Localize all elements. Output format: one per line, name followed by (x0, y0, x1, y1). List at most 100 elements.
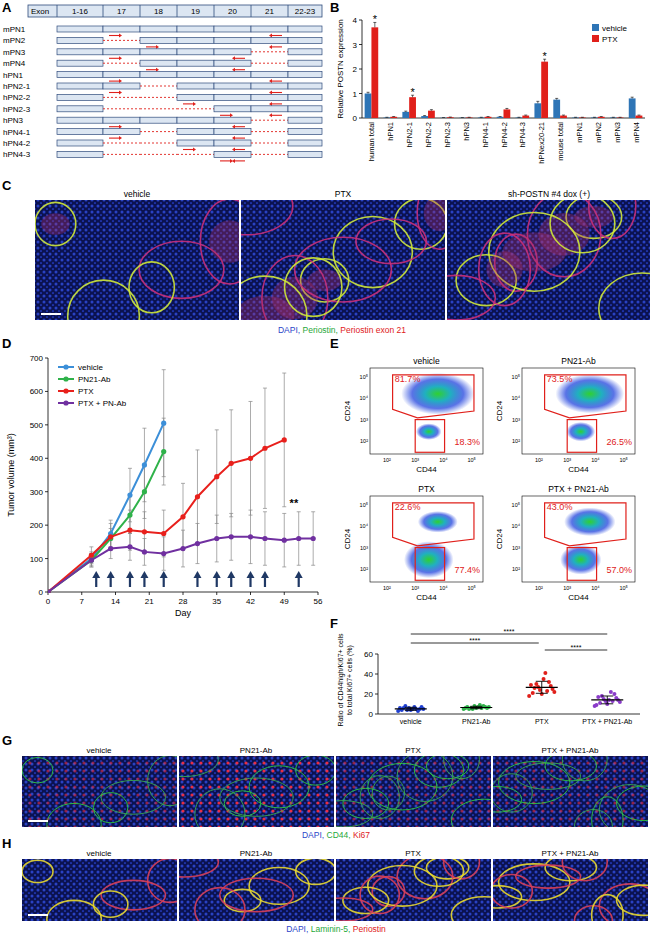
label: mPN1 (3, 25, 26, 34)
treatment-arrow-head (92, 571, 100, 578)
significance: **** (469, 637, 480, 644)
error-cap (297, 565, 301, 566)
x-tick-label: hPN4-3 (518, 122, 527, 147)
treatment-arrow-head (227, 571, 235, 578)
y-tick (375, 714, 378, 715)
micrograph (241, 200, 445, 320)
primer-arrow-head (269, 79, 272, 83)
bar (553, 100, 560, 118)
x-axis-label: Day (175, 608, 192, 618)
error-bar (620, 117, 621, 118)
y-tick-label: 2 (353, 65, 358, 74)
caption-part: Periostin (353, 924, 386, 934)
stroma-outline (296, 859, 334, 884)
primer-arrow-head (156, 45, 159, 49)
y-tick-label: 3 (353, 41, 358, 50)
bar (636, 116, 643, 118)
bar (485, 117, 492, 118)
bar (478, 117, 485, 118)
bar (560, 116, 567, 118)
gate-lower (567, 548, 596, 581)
error-cap (536, 101, 539, 102)
bar (579, 117, 586, 118)
gate-upper (393, 503, 474, 546)
stroma-outline (148, 859, 177, 902)
primer-arrow (272, 92, 282, 93)
x-tick-label: mouse total (556, 122, 565, 161)
error-cap (385, 117, 388, 118)
legend-label: vehicle (602, 24, 627, 33)
primer-arrow (235, 138, 245, 139)
bar (440, 117, 447, 118)
significance: * (373, 13, 378, 25)
error-cap (195, 449, 199, 450)
exon-box (103, 129, 140, 135)
y-tick-label: 0 (353, 114, 358, 123)
y-axis (48, 358, 49, 592)
error-cap (89, 566, 93, 567)
sd-cap (470, 706, 482, 707)
primer-arrow-head (230, 113, 233, 117)
error-cap (392, 116, 395, 117)
primer-arrow-head (232, 136, 235, 140)
exon-box (251, 83, 288, 89)
bar (516, 117, 523, 118)
micrograph (493, 859, 648, 921)
micrograph (493, 756, 648, 827)
image-title: PTX + PN21-Ab (541, 849, 599, 858)
point (282, 538, 287, 543)
stroma-outline (599, 273, 650, 320)
error-cap (162, 485, 166, 486)
stroma-outline (417, 200, 445, 249)
caption-part: CD44, (327, 830, 353, 840)
y-tick-label: 10³ (512, 545, 520, 551)
exon-box (214, 49, 251, 55)
y-tick-label: 40 (364, 670, 373, 679)
y-axis-label: Ratio of CD44high/Ki67+ cells (337, 633, 345, 727)
gate-percent: 81.7% (395, 374, 421, 384)
treatment-arrow (264, 577, 266, 587)
error-cap (468, 117, 471, 118)
cd44-population (560, 545, 601, 575)
stroma-outline (179, 859, 218, 877)
exon-box (57, 83, 103, 89)
primer-arrow (272, 46, 282, 47)
primer-arrow (183, 103, 193, 104)
primer-arrow-head (232, 56, 235, 60)
stroma-outline (592, 797, 623, 827)
exon-box (177, 37, 214, 43)
x-tick-label: hPN2-3 (443, 122, 452, 147)
image-title: sh-POSTN #4 dox (+) (508, 189, 590, 199)
stroma-outline (295, 237, 392, 302)
dots (395, 671, 624, 713)
stroma-outline (617, 786, 648, 821)
y-tick-label: 60 (364, 650, 373, 659)
image-title: vehicle (124, 189, 151, 199)
error-cap (263, 388, 267, 389)
primer-arrow-head (119, 56, 122, 60)
y-tick (45, 558, 48, 559)
exon-box (57, 37, 103, 43)
error-cap (128, 533, 132, 534)
stroma-outline (574, 906, 612, 921)
caption-part: Ki67 (353, 830, 370, 840)
error-cap (249, 510, 253, 511)
y-tick (375, 674, 378, 675)
exon-box (140, 49, 177, 55)
exon-box (214, 26, 251, 32)
point (596, 695, 600, 699)
bars (365, 22, 643, 118)
error-bar (443, 117, 444, 118)
exon-divider (251, 5, 252, 17)
error-cap (162, 418, 166, 419)
stroma-outline (562, 859, 607, 881)
exon-box (177, 140, 214, 146)
error-bar (537, 101, 538, 103)
x-tick-label: mPN2 (594, 122, 603, 143)
skipped-exon (140, 108, 177, 109)
skipped-exon (251, 131, 288, 132)
stroma-outline (93, 793, 127, 823)
point (161, 551, 166, 556)
x-tick-label: 10⁴ (591, 585, 600, 591)
skipped-exon (103, 40, 140, 41)
